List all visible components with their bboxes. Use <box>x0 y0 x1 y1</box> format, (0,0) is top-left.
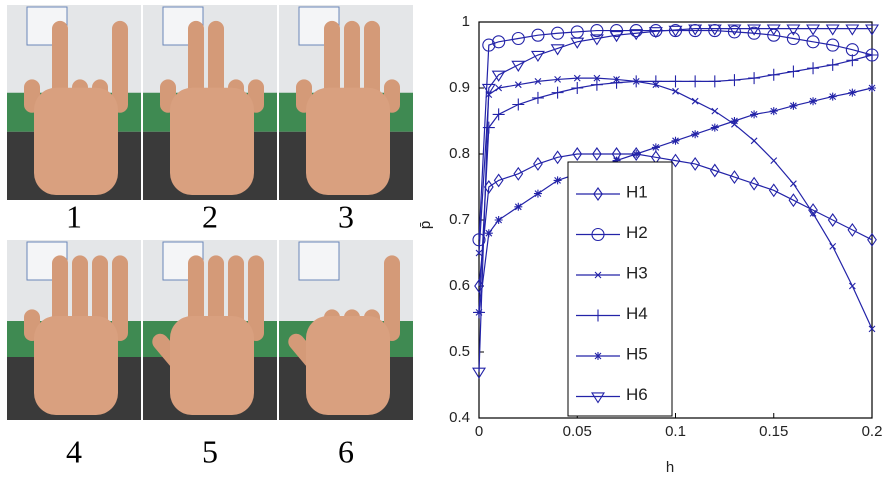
legend-label: H1 <box>626 182 648 201</box>
data-point <box>829 93 837 101</box>
data-point <box>534 190 542 198</box>
x-tick-label: 0.2 <box>862 423 883 440</box>
data-point <box>691 130 699 138</box>
y-tick-label: 0.4 <box>449 409 470 426</box>
y-tick-label: 0.6 <box>449 277 470 294</box>
x-tick-label: 0.1 <box>665 423 686 440</box>
data-point <box>789 102 797 110</box>
y-tick-label: 0.8 <box>449 145 470 162</box>
figure: h p̄ 1 2 3 4 5 6 0.4 0.5 0.6 0.7 0.8 0.9 1 0 0.05 0.1 0.… <box>0 0 886 477</box>
data-point <box>475 308 483 316</box>
gesture-photo <box>279 5 413 200</box>
legend-label: H3 <box>626 263 648 282</box>
gesture-label: 2 <box>202 198 218 234</box>
legend-label: H4 <box>626 304 648 323</box>
gesture-photo <box>143 240 277 420</box>
data-point <box>750 110 758 118</box>
legend-box <box>568 162 672 416</box>
gesture-label: 6 <box>338 433 354 469</box>
y-tick-label: 0.5 <box>449 343 470 360</box>
data-point <box>868 84 876 92</box>
photo-poster <box>299 242 339 280</box>
x-tick-label: 0.05 <box>563 423 592 440</box>
gesture-photo <box>279 240 413 420</box>
gesture-photo <box>7 5 141 200</box>
data-point <box>809 97 817 105</box>
data-point <box>554 176 562 184</box>
data-point <box>770 107 778 115</box>
data-point <box>672 137 680 145</box>
data-point <box>652 143 660 151</box>
data-point <box>730 117 738 125</box>
gesture-label: 3 <box>338 198 354 234</box>
palm <box>170 88 254 195</box>
legend-marker <box>594 352 602 360</box>
data-point <box>711 124 719 132</box>
legend-label: H2 <box>626 223 648 242</box>
y-axis-label: p̄ <box>417 221 434 229</box>
palm <box>306 88 390 195</box>
data-point <box>485 229 493 237</box>
data-point <box>495 216 503 224</box>
palm <box>306 316 390 415</box>
gesture-label: 4 <box>66 433 82 469</box>
x-tick-label: 0.15 <box>759 423 788 440</box>
legend-label: H6 <box>626 385 648 404</box>
y-tick-label: 0.9 <box>449 79 470 96</box>
data-point <box>632 150 640 158</box>
x-axis-label: h <box>666 459 674 476</box>
data-point <box>514 203 522 211</box>
palm <box>170 316 254 415</box>
gesture-photo <box>7 240 141 420</box>
x-tick-label: 0 <box>475 423 483 440</box>
data-point <box>848 89 856 97</box>
legend-label: H5 <box>626 344 648 363</box>
palm <box>34 316 118 415</box>
palm <box>34 88 118 195</box>
y-tick-label: 1 <box>462 13 470 30</box>
gesture-photo <box>143 5 277 200</box>
gesture-label: 5 <box>202 433 218 469</box>
y-tick-label: 0.7 <box>449 211 470 228</box>
gesture-label: 1 <box>66 198 82 234</box>
